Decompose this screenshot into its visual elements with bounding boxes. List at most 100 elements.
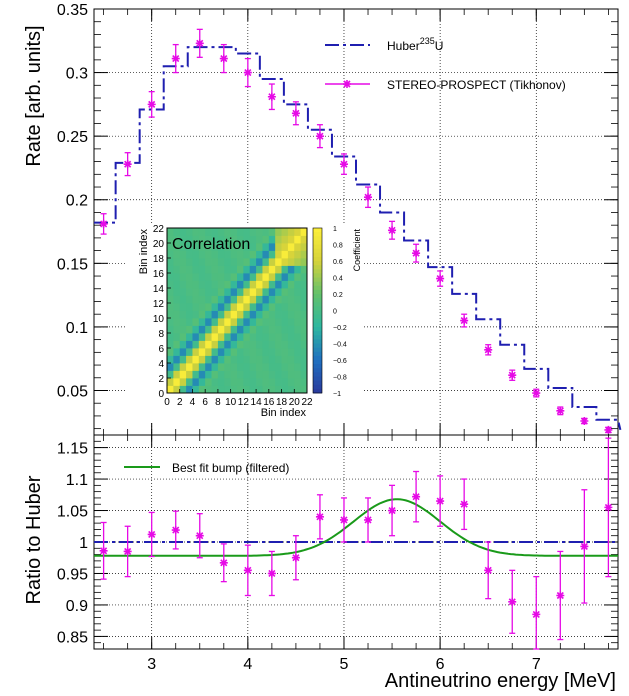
stereo-marker bbox=[99, 219, 108, 228]
correlation-cell bbox=[192, 385, 200, 394]
correlation-cell bbox=[217, 310, 225, 319]
correlation-cell bbox=[237, 340, 244, 349]
correlation-cell bbox=[173, 378, 181, 386]
correlation-cell bbox=[173, 273, 181, 281]
colorbar-segment bbox=[313, 281, 322, 287]
correlation-cell bbox=[275, 340, 282, 349]
correlation-cell bbox=[173, 340, 181, 349]
ratio-data-point bbox=[412, 470, 421, 523]
correlation-cell bbox=[281, 363, 289, 371]
inset-x-tick-label: 20 bbox=[289, 397, 301, 408]
correlation-cell bbox=[211, 325, 219, 334]
correlation-cell bbox=[243, 250, 251, 259]
correlation-cell bbox=[205, 355, 212, 364]
legend-bump-label: Best fit bump (filtered) bbox=[172, 461, 289, 475]
colorbar-segment bbox=[313, 364, 322, 369]
correlation-cell bbox=[217, 273, 225, 281]
correlation-cell bbox=[300, 385, 308, 394]
correlation-cell bbox=[224, 355, 232, 364]
correlation-cell bbox=[230, 243, 238, 251]
correlation-cell bbox=[224, 273, 232, 281]
correlation-cell bbox=[275, 243, 282, 251]
correlation-cell bbox=[243, 325, 251, 334]
ratio-x-tick-label: 5 bbox=[340, 656, 349, 673]
correlation-cell bbox=[287, 250, 295, 259]
inset-y-tick-label: 12 bbox=[153, 299, 165, 310]
correlation-cell bbox=[281, 303, 289, 311]
colorbar-segment bbox=[313, 318, 322, 324]
correlation-cell bbox=[268, 378, 276, 386]
correlation-cell bbox=[167, 340, 174, 349]
correlation-cell bbox=[205, 295, 212, 304]
correlation-cell bbox=[256, 348, 263, 356]
correlation-cell bbox=[256, 265, 263, 274]
correlation-cell bbox=[243, 370, 251, 379]
correlation-cell bbox=[281, 228, 289, 236]
correlation-cell bbox=[205, 235, 212, 244]
correlation-cell bbox=[192, 355, 200, 364]
colorbar-segment bbox=[313, 240, 322, 245]
ratio-data-point bbox=[339, 497, 348, 543]
correlation-cell bbox=[287, 243, 295, 251]
colorbar-segment bbox=[313, 360, 322, 365]
correlation-cell bbox=[198, 265, 206, 274]
correlation-cell bbox=[205, 333, 212, 341]
correlation-cell bbox=[281, 318, 289, 326]
colorbar-segment bbox=[313, 380, 322, 386]
stereo-marker bbox=[388, 226, 397, 235]
correlation-cell bbox=[230, 333, 238, 341]
stereo-data-point bbox=[532, 388, 541, 398]
correlation-cell bbox=[243, 378, 251, 386]
stereo-data-point bbox=[484, 344, 493, 356]
ratio-marker bbox=[339, 515, 348, 524]
rate-y-tick-label: 0.25 bbox=[57, 129, 88, 146]
stereo-data-point bbox=[99, 213, 108, 235]
correlation-cell bbox=[256, 318, 263, 326]
correlation-cell bbox=[205, 288, 212, 296]
correlation-cell bbox=[186, 385, 193, 394]
correlation-cell bbox=[167, 295, 174, 304]
stereo-marker bbox=[291, 109, 300, 118]
correlation-cell bbox=[224, 378, 232, 386]
colorbar-segment bbox=[313, 388, 322, 394]
correlation-cell bbox=[268, 363, 276, 371]
correlation-cell bbox=[217, 340, 225, 349]
colorbar-tick-label: −0.2 bbox=[333, 325, 347, 332]
correlation-cell bbox=[167, 265, 174, 274]
correlation-cell bbox=[281, 370, 289, 379]
ratio-data-point bbox=[580, 489, 589, 604]
correlation-cell bbox=[256, 258, 263, 266]
ratio-marker bbox=[315, 512, 324, 521]
correlation-cell bbox=[256, 355, 263, 364]
correlation-cell bbox=[179, 333, 187, 341]
correlation-cell bbox=[294, 235, 302, 244]
correlation-cell bbox=[281, 378, 289, 386]
correlation-cell bbox=[186, 235, 193, 244]
inset-x-tick-label: 22 bbox=[301, 397, 313, 408]
correlation-cell bbox=[217, 243, 225, 251]
stereo-data-point bbox=[556, 406, 565, 416]
inset-y-tick-label: 8 bbox=[158, 329, 164, 340]
stereo-data-point bbox=[147, 91, 156, 118]
stereo-data-point bbox=[412, 243, 421, 263]
correlation-cell bbox=[224, 363, 232, 371]
correlation-cell bbox=[262, 318, 270, 326]
correlation-cell bbox=[287, 385, 295, 394]
correlation-cell bbox=[294, 280, 302, 289]
correlation-cell bbox=[167, 258, 174, 266]
correlation-cell bbox=[173, 243, 181, 251]
correlation-cell bbox=[224, 250, 232, 259]
correlation-cell bbox=[281, 325, 289, 334]
correlation-cell bbox=[186, 288, 193, 296]
colorbar-segment bbox=[313, 347, 322, 353]
correlation-cell bbox=[192, 295, 200, 304]
correlation-cell bbox=[294, 310, 302, 319]
correlation-cell bbox=[262, 348, 270, 356]
stereo-marker bbox=[556, 406, 565, 415]
correlation-cell bbox=[287, 355, 295, 364]
correlation-cell bbox=[186, 295, 193, 304]
correlation-cell bbox=[179, 288, 187, 296]
correlation-cell bbox=[224, 310, 232, 319]
correlation-cell bbox=[275, 258, 282, 266]
correlation-cell bbox=[287, 273, 295, 281]
